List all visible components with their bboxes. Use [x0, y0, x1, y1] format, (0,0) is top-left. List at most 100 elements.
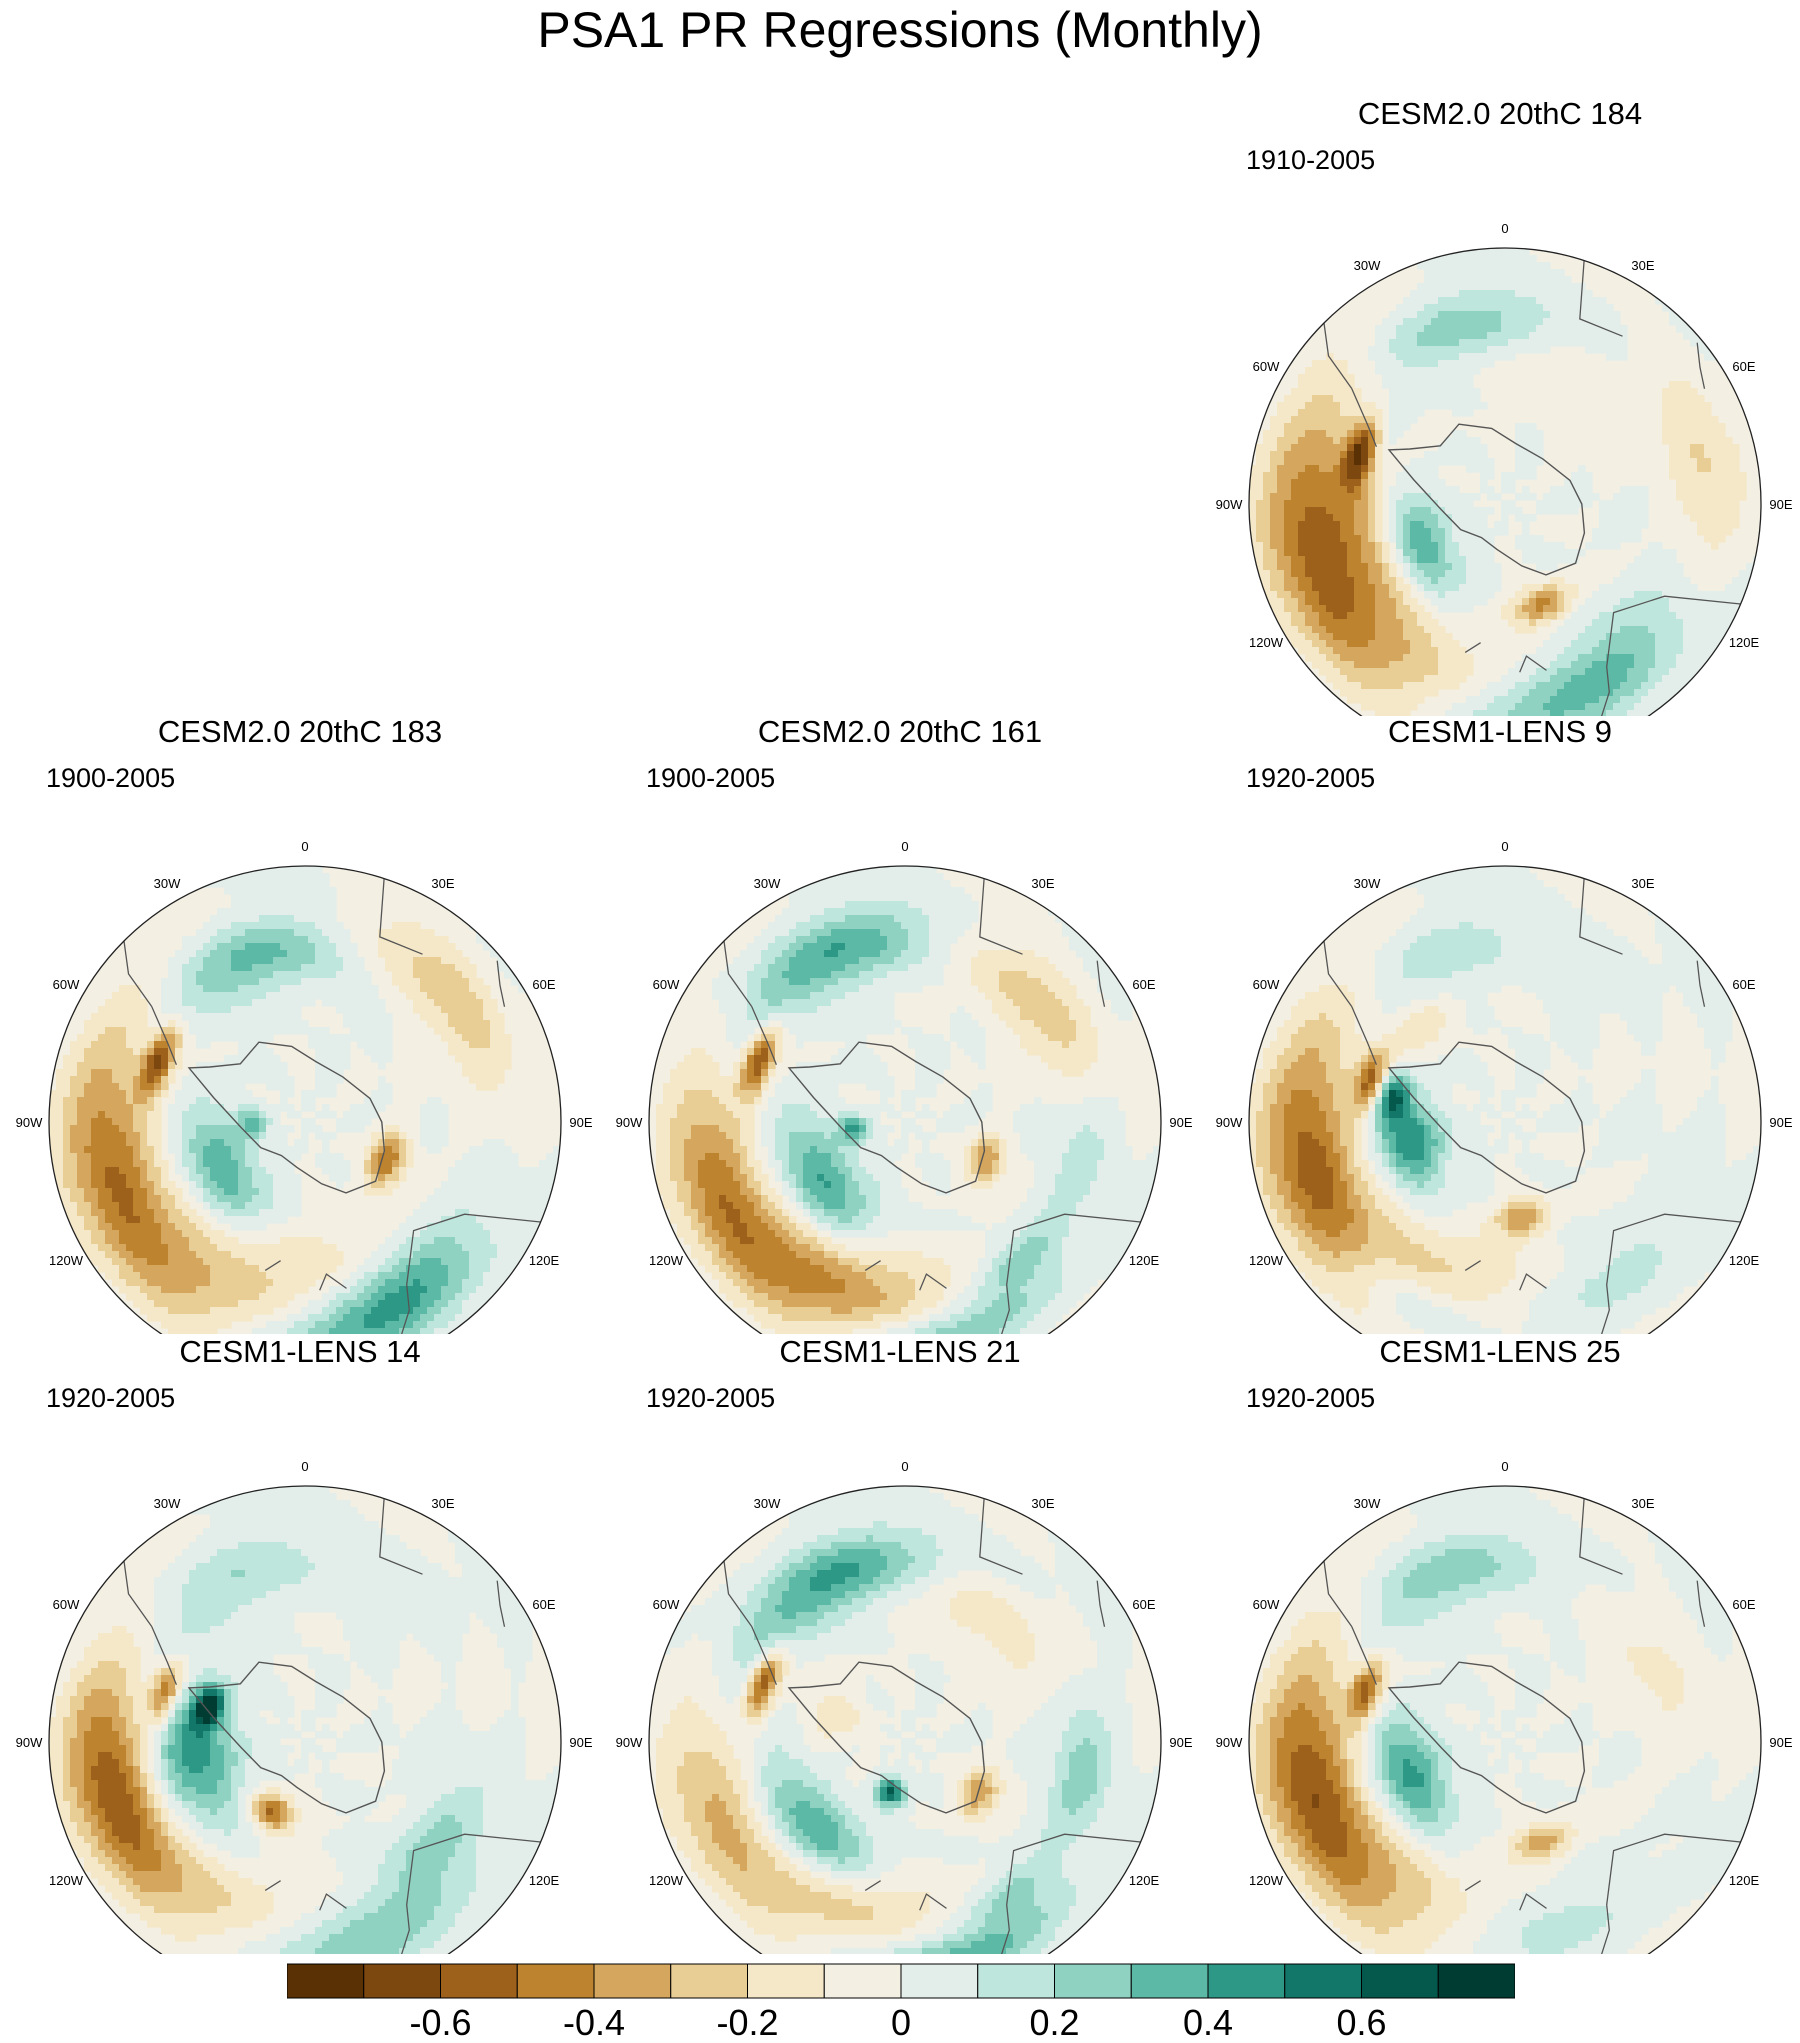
contour-cell — [1676, 577, 1684, 585]
contour-cell — [1536, 304, 1544, 312]
contour-cell — [1697, 528, 1705, 536]
contour-cell — [259, 1160, 267, 1168]
contour-cell — [1501, 304, 1509, 312]
contour-cell — [182, 1209, 190, 1217]
contour-cell — [1452, 549, 1460, 557]
contour-cell — [1270, 556, 1278, 564]
contour-cell — [1690, 395, 1698, 403]
contour-cell — [539, 1188, 547, 1196]
contour-cell — [1585, 612, 1593, 620]
contour-cell — [1634, 570, 1642, 578]
contour-cell — [1550, 339, 1558, 347]
contour-cell — [1592, 311, 1600, 319]
contour-cell — [217, 1006, 225, 1014]
contour-cell — [1277, 507, 1285, 515]
contour-cell — [1704, 339, 1712, 347]
contour-cell — [245, 1181, 253, 1189]
contour-cell — [1263, 451, 1271, 459]
contour-cell — [1319, 591, 1327, 599]
contour-cell — [189, 1181, 197, 1189]
contour-cell — [1431, 458, 1439, 466]
contour-cell — [364, 985, 372, 993]
contour-cell — [1417, 521, 1425, 529]
contour-cell — [1354, 689, 1362, 697]
contour-cell — [1473, 458, 1481, 466]
contour-cell — [1543, 696, 1551, 704]
contour-cell — [231, 1013, 239, 1021]
contour-cell — [1291, 451, 1299, 459]
contour-cell — [448, 1202, 456, 1210]
contour-cell — [1739, 493, 1747, 501]
contour-cell — [483, 1167, 491, 1175]
contour-cell — [1662, 661, 1670, 669]
contour-cell — [1312, 367, 1320, 375]
contour-cell — [210, 999, 218, 1007]
contour-cell — [1550, 689, 1558, 697]
contour-cell — [1424, 451, 1432, 459]
contour-cell — [301, 1027, 309, 1035]
contour-cell — [315, 950, 323, 958]
contour-cell — [1452, 339, 1460, 347]
contour-cell — [56, 1209, 64, 1217]
contour-cell — [406, 971, 414, 979]
contour-cell — [357, 992, 365, 1000]
contour-cell — [1410, 675, 1418, 683]
contour-cell — [119, 1160, 127, 1168]
contour-cell — [112, 1195, 120, 1203]
contour-cell — [539, 1181, 547, 1189]
contour-cell — [1452, 395, 1460, 403]
contour-cell — [1515, 262, 1523, 270]
contour-cell — [322, 894, 330, 902]
contour-cell — [1627, 591, 1635, 599]
contour-cell — [1410, 346, 1418, 354]
contour-cell — [448, 971, 456, 979]
contour-cell — [238, 1034, 246, 1042]
contour-cell — [1718, 486, 1726, 494]
contour-cell — [168, 1062, 176, 1070]
contour-cell — [126, 1048, 134, 1056]
contour-cell — [154, 1153, 162, 1161]
contour-cell — [1417, 388, 1425, 396]
contour-cell — [427, 1013, 435, 1021]
contour-cell — [203, 978, 211, 986]
contour-cell — [476, 978, 484, 986]
contour-cell — [1354, 577, 1362, 585]
contour-cell — [350, 964, 358, 972]
contour-cell — [175, 957, 183, 965]
contour-cell — [301, 901, 309, 909]
contour-cell — [70, 1167, 78, 1175]
contour-cell — [441, 1027, 449, 1035]
contour-cell — [490, 999, 498, 1007]
contour-cell — [56, 1118, 64, 1126]
contour-cell — [1333, 605, 1341, 613]
contour-cell — [1480, 570, 1488, 578]
contour-cell — [1347, 528, 1355, 536]
contour-cell — [133, 1153, 141, 1161]
contour-cell — [1697, 437, 1705, 445]
contour-cell — [210, 1167, 218, 1175]
contour-cell — [1424, 318, 1432, 326]
contour-cell — [1368, 549, 1376, 557]
contour-cell — [224, 908, 232, 916]
contour-cell — [392, 1125, 400, 1133]
contour-cell — [301, 978, 309, 986]
contour-cell — [1403, 374, 1411, 382]
contour-cell — [1333, 381, 1341, 389]
contour-cell — [1529, 325, 1537, 333]
contour-cell — [287, 957, 295, 965]
contour-cell — [1571, 647, 1579, 655]
contour-cell — [1564, 549, 1572, 557]
contour-cell — [140, 1125, 148, 1133]
contour-cell — [1501, 689, 1509, 697]
contour-cell — [1487, 584, 1495, 592]
contour-cell — [119, 1013, 127, 1021]
contour-cell — [1683, 577, 1691, 585]
contour-cell — [1291, 535, 1299, 543]
contour-cell — [231, 929, 239, 937]
contour-cell — [266, 873, 274, 881]
contour-cell — [175, 1195, 183, 1203]
contour-cell — [217, 915, 225, 923]
contour-cell — [98, 1139, 106, 1147]
contour-cell — [469, 1048, 477, 1056]
contour-cell — [1613, 493, 1621, 501]
